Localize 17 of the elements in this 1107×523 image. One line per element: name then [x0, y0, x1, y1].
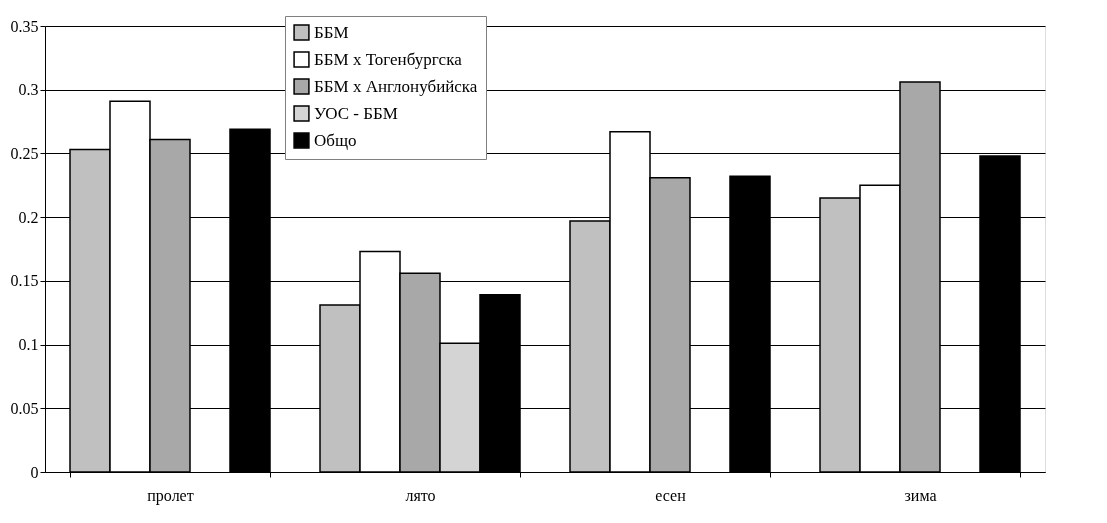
legend-label: ББМ х Тогенбургска	[314, 49, 463, 69]
legend-label: ББМ х Англонубийска	[314, 76, 478, 96]
y-tick-label: 0.2	[18, 208, 39, 226]
y-tick-label: 0	[30, 463, 39, 481]
y-tick-label: 0.3	[18, 81, 39, 99]
x-tick-label: есен	[655, 486, 687, 504]
y-tick-label: 0.35	[10, 17, 39, 35]
y-tick-label: 0.25	[10, 144, 39, 162]
x-tick-label: лято	[405, 486, 436, 504]
x-tick-label: пролет	[147, 486, 194, 505]
y-tick-label: 0.05	[10, 399, 39, 417]
legend-label: Общо	[314, 130, 357, 150]
legend-label: УОС - ББМ	[314, 103, 398, 123]
y-tick-label: 0.1	[18, 336, 39, 354]
x-tick-label: зима	[904, 486, 937, 504]
legend-label: ББМ	[314, 22, 349, 42]
y-tick-label: 0.15	[10, 272, 39, 290]
